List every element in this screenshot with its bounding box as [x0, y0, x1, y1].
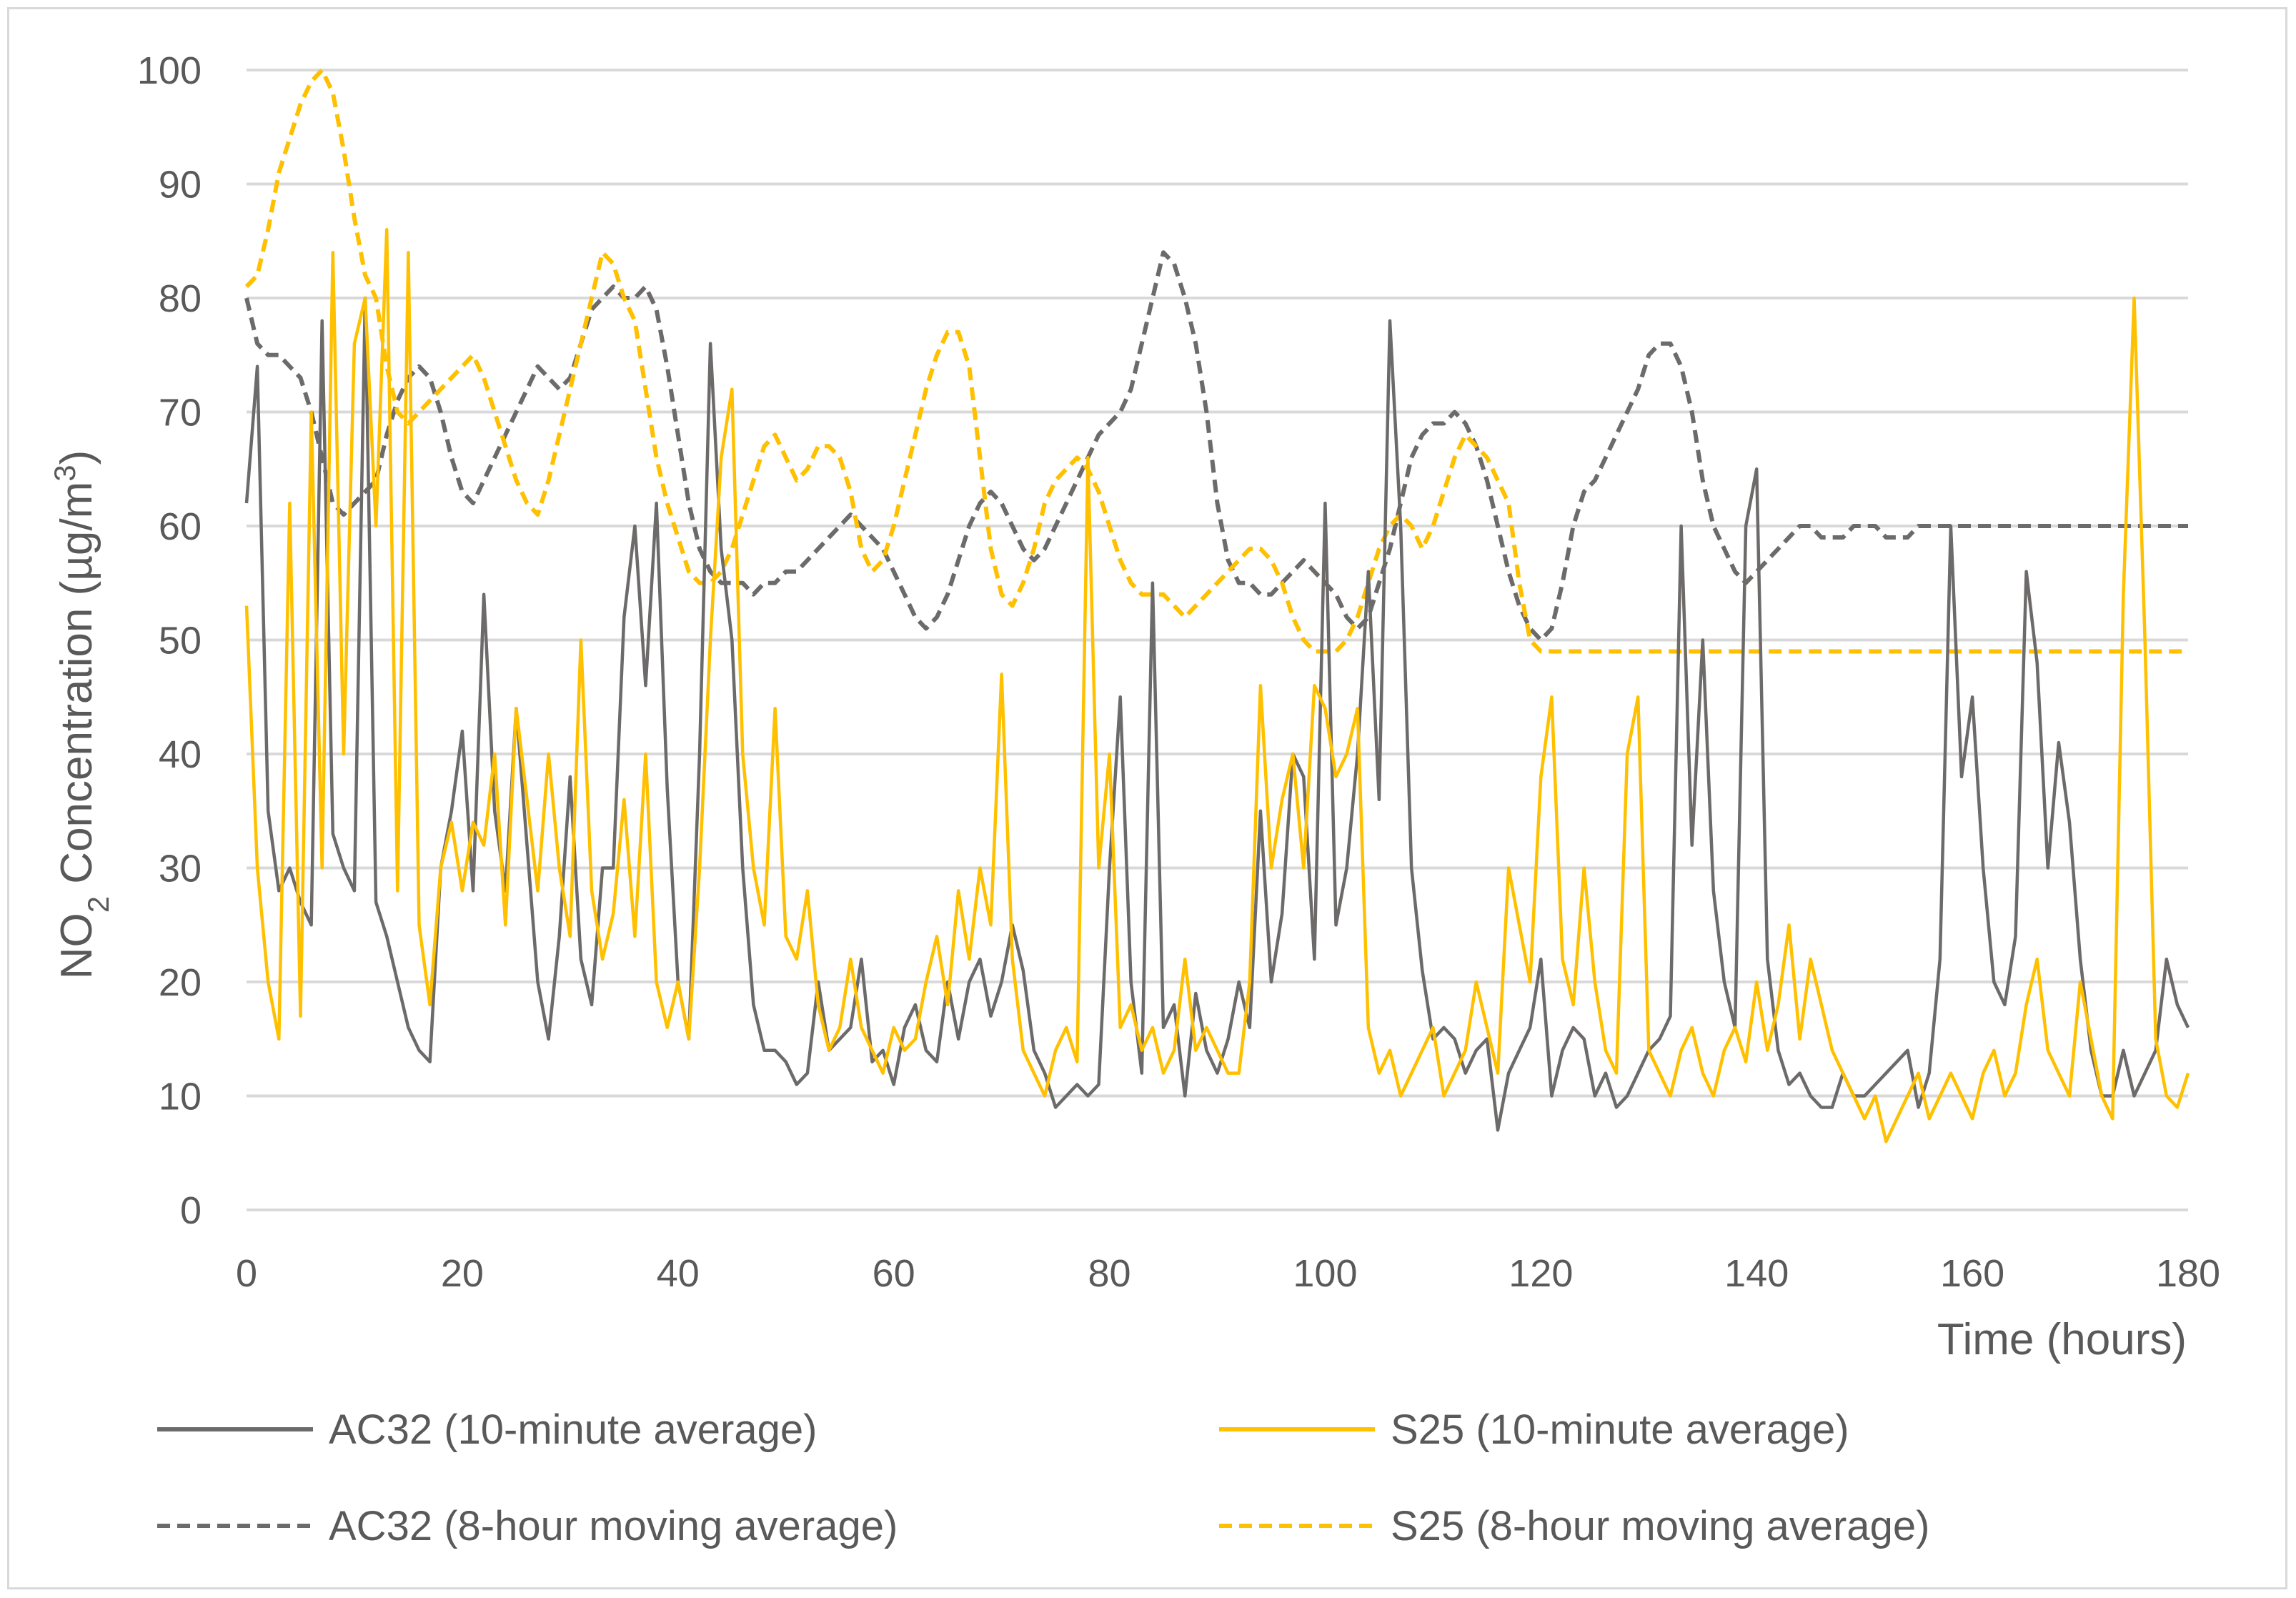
- y-axis-title-sub: 2: [81, 896, 115, 913]
- legend-label-s25-10min: S25 (10-minute average): [1391, 1406, 1849, 1453]
- legend-item-ac32-10min: AC32 (10-minute average): [157, 1406, 817, 1453]
- gridlines: [247, 69, 2188, 1211]
- x-tick-label-140: 140: [1724, 1252, 1789, 1295]
- y-tick-label-30: 30: [159, 848, 202, 890]
- legend-label-ac32-8h: AC32 (8-hour moving average): [329, 1503, 898, 1549]
- y-axis-title-sup: 3: [48, 465, 81, 481]
- y-axis-title-suffix: ): [52, 450, 101, 465]
- y-tick-label-10: 10: [159, 1076, 202, 1118]
- series-line-ac32_10: [244, 296, 2190, 1132]
- legend-item-s25-8h: S25 (8-hour moving average): [1219, 1503, 1929, 1549]
- y-tick-label-80: 80: [159, 277, 202, 320]
- y-axis-title-prefix: NO: [52, 913, 101, 979]
- y-tick-label-70: 70: [159, 392, 202, 435]
- series-lines: [244, 68, 2190, 1143]
- legend: AC32 (10-minute average) S25 (10-minute …: [157, 1406, 1929, 1549]
- y-axis-title: NO2 Concentration (µg/m3): [48, 450, 115, 980]
- series-line-ac32_8h: [244, 250, 2188, 642]
- y-tick-label-20: 20: [159, 961, 202, 1004]
- x-tick-label-80: 80: [1088, 1252, 1131, 1295]
- series-line-s25_8h: [244, 68, 2188, 654]
- legend-label-s25-8h: S25 (8-hour moving average): [1391, 1503, 1929, 1549]
- y-tick-label-40: 40: [159, 733, 202, 776]
- x-axis-title: Time (hours): [1937, 1315, 2187, 1364]
- y-axis-title-mid: Concentration (µg/m: [52, 482, 101, 896]
- x-tick-label-100: 100: [1293, 1252, 1357, 1295]
- legend-item-s25-10min: S25 (10-minute average): [1219, 1406, 1849, 1453]
- series-line-s25_10: [244, 228, 2190, 1143]
- x-tick-label-20: 20: [441, 1252, 484, 1295]
- legend-label-ac32-10min: AC32 (10-minute average): [329, 1406, 817, 1453]
- y-tick-labels: 0 10 20 30 40 50 60 70 80 90 100: [137, 49, 202, 1232]
- y-tick-label-60: 60: [159, 505, 202, 548]
- y-tick-label-0: 0: [180, 1189, 202, 1232]
- x-tick-labels: 0 20 40 60 80 100 120 140 160 180: [236, 1252, 2220, 1295]
- x-tick-label-40: 40: [657, 1252, 700, 1295]
- y-tick-label-100: 100: [137, 49, 202, 92]
- legend-item-ac32-8h: AC32 (8-hour moving average): [157, 1503, 898, 1549]
- x-tick-label-60: 60: [873, 1252, 915, 1295]
- y-tick-label-90: 90: [159, 164, 202, 207]
- y-tick-label-50: 50: [159, 620, 202, 662]
- x-tick-label-160: 160: [1940, 1252, 2004, 1295]
- x-tick-label-120: 120: [1509, 1252, 1573, 1295]
- x-tick-label-0: 0: [236, 1252, 257, 1295]
- x-tick-label-180: 180: [2156, 1252, 2220, 1295]
